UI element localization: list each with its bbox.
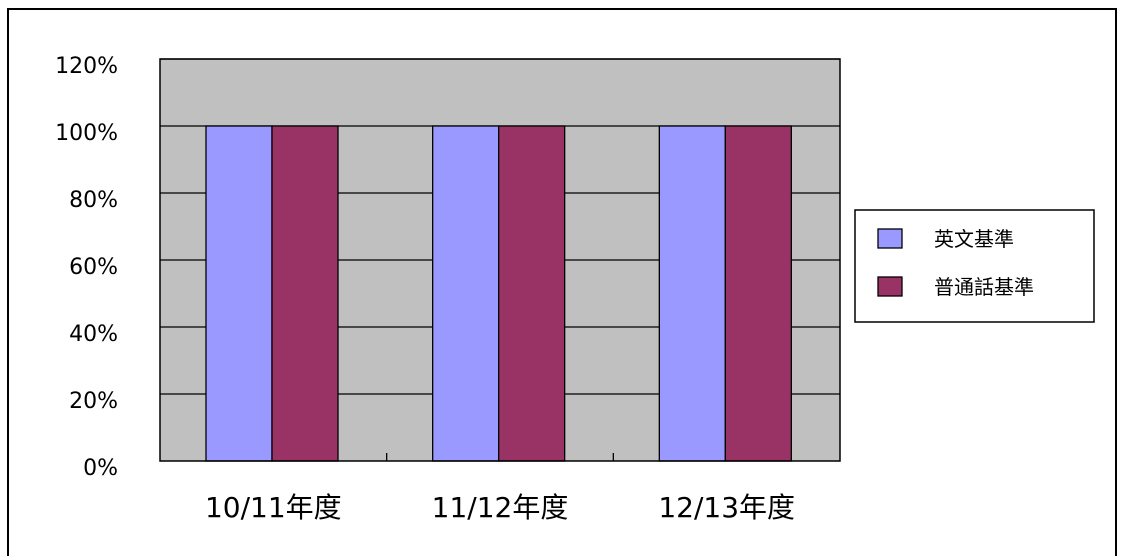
bar-putonghua-1: [271, 125, 339, 462]
y-tick-labels: 0% 20% 40% 60% 80% 100% 120%: [55, 54, 118, 481]
y-tick-label: 0%: [83, 456, 118, 481]
category-label: 11/12年度: [432, 491, 569, 524]
y-tick-label: 120%: [55, 54, 118, 79]
legend-swatch: [877, 276, 903, 297]
bar-putonghua-2: [498, 125, 566, 462]
y-tick-label: 100%: [55, 121, 118, 146]
legend-label: 英文基準: [934, 227, 1014, 251]
bar-english-2: [432, 125, 500, 462]
bar-english-3: [658, 125, 726, 462]
axes: [159, 58, 841, 462]
y-tick-label: 60%: [69, 255, 118, 280]
category-label: 10/11年度: [205, 491, 342, 524]
plot-border: [159, 58, 841, 462]
category-label: 12/13年度: [658, 491, 795, 524]
legend-swatch: [877, 228, 903, 249]
bar-english-1: [205, 125, 273, 462]
category-labels: 10/11年度 11/12年度 12/13年度: [205, 491, 795, 524]
bars: [205, 125, 792, 462]
bar-putonghua-3: [724, 125, 792, 462]
y-tick-label: 20%: [69, 389, 118, 414]
legend-label: 普通話基準: [934, 275, 1034, 299]
y-tick-label: 80%: [69, 188, 118, 213]
y-tick-label: 40%: [69, 322, 118, 347]
